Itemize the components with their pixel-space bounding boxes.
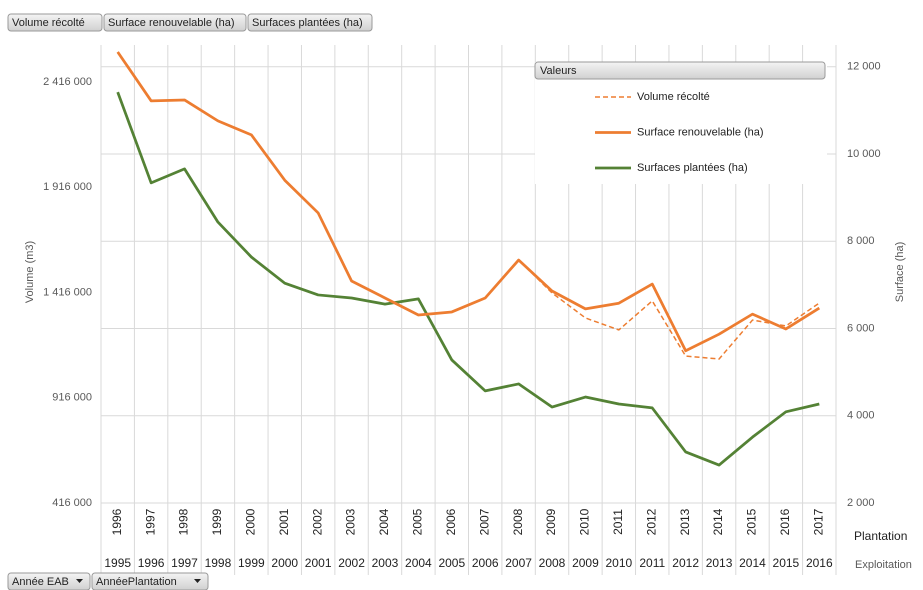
x2-tick-label: 1997 — [171, 556, 198, 570]
x2-tick-label: 2015 — [773, 556, 800, 570]
button-label: AnnéePlantation — [96, 576, 177, 588]
legend-header: Valeurs — [534, 61, 826, 80]
x-tick-label: 1998 — [177, 508, 191, 535]
x-tick-label: 2005 — [411, 508, 425, 535]
x2-tick-label: 1996 — [138, 556, 165, 570]
button-label: Année EAB — [12, 576, 69, 588]
button-bg — [103, 13, 247, 32]
button-bg — [7, 13, 103, 32]
x2-tick-label: 2002 — [338, 556, 365, 570]
x-tick-label: 2006 — [444, 508, 458, 535]
x2-tick-label: 2013 — [706, 556, 733, 570]
x-tick-label: 2013 — [678, 508, 692, 535]
x2-tick-label: 1999 — [238, 556, 265, 570]
legend-label: Surfaces plantées (ha) — [637, 162, 748, 174]
legend-label: Volume récolté — [637, 91, 710, 103]
x-tick-label: 2016 — [778, 508, 792, 535]
y-tick-label: 916 000 — [52, 392, 92, 404]
x-axis-title: Plantation — [854, 529, 907, 543]
y-tick-label: 1 916 000 — [43, 181, 92, 193]
y2-axis-title: Surface (ha) — [894, 242, 906, 303]
x-tick-label: 2015 — [745, 508, 759, 535]
button-bg — [247, 13, 373, 32]
x2-tick-label: 2007 — [505, 556, 532, 570]
x-tick-label: 2009 — [544, 508, 558, 535]
button-label: Surface renouvelable (ha) — [108, 17, 235, 29]
y-tick-label: 416 000 — [52, 497, 92, 509]
x-tick-label: 1999 — [210, 508, 224, 535]
x-tick-label: 2014 — [711, 508, 725, 535]
y2-tick-label: 4 000 — [847, 410, 875, 422]
x2-tick-label: 2001 — [305, 556, 332, 570]
y-tick-label: 1 416 000 — [43, 286, 92, 298]
field-button[interactable]: AnnéePlantation — [91, 572, 209, 590]
field-button[interactable]: Volume récolté — [7, 13, 103, 32]
legend-box — [535, 62, 827, 184]
x2-tick-label: 2006 — [472, 556, 499, 570]
x2-axis-title: Exploitation — [855, 559, 912, 571]
button-bg — [91, 572, 209, 590]
legend-header-bg — [534, 61, 826, 80]
x-tick-label: 2008 — [511, 508, 525, 535]
y2-tick-label: 8 000 — [847, 235, 875, 247]
x-tick-label: 2017 — [811, 508, 825, 535]
x-tick-label: 2001 — [277, 508, 291, 535]
field-button[interactable]: Surfaces plantées (ha) — [247, 13, 373, 32]
x2-tick-label: 2009 — [572, 556, 599, 570]
x-tick-label: 2003 — [344, 508, 358, 535]
button-label: Volume récolté — [12, 17, 85, 29]
x2-tick-label: 2004 — [405, 556, 432, 570]
x2-tick-label: 1995 — [104, 556, 131, 570]
x2-tick-label: 2012 — [672, 556, 699, 570]
x-tick-label: 2007 — [477, 508, 491, 535]
legend-title: Valeurs — [540, 65, 577, 77]
x2-tick-label: 2003 — [372, 556, 399, 570]
x-tick-label: 2011 — [611, 509, 625, 535]
button-bg — [7, 572, 91, 590]
button-label: Surfaces plantées (ha) — [252, 17, 363, 29]
x2-tick-label: 2000 — [271, 556, 298, 570]
x-tick-label: 2000 — [244, 508, 258, 535]
x-tick-label: 2012 — [644, 508, 658, 535]
x2-tick-label: 2016 — [806, 556, 833, 570]
series-line — [116, 91, 820, 467]
y-tick-label: 2 416 000 — [43, 76, 92, 88]
x-tick-label: 2010 — [578, 508, 592, 535]
x-tick-label: 1996 — [110, 508, 124, 535]
field-button[interactable]: Année EAB — [7, 572, 91, 590]
x2-tick-label: 2011 — [639, 556, 665, 570]
x2-tick-label: 1998 — [205, 556, 232, 570]
x2-tick-label: 2005 — [438, 556, 465, 570]
x-tick-label: 1997 — [143, 508, 157, 535]
dropdown-arrow — [194, 579, 201, 583]
y-axis-title: Volume (m3) — [24, 241, 36, 303]
y2-tick-label: 10 000 — [847, 148, 881, 160]
series-line — [117, 51, 820, 360]
x-tick-label: 2002 — [310, 508, 324, 535]
x2-tick-label: 2010 — [605, 556, 632, 570]
y2-tick-label: 6 000 — [847, 322, 875, 334]
x-tick-label: 2004 — [377, 508, 391, 535]
field-button[interactable]: Surface renouvelable (ha) — [103, 13, 247, 32]
legend-label: Surface renouvelable (ha) — [637, 126, 764, 138]
y2-tick-label: 12 000 — [847, 61, 881, 73]
dropdown-arrow — [76, 579, 83, 583]
x2-tick-label: 2014 — [739, 556, 766, 570]
y2-tick-label: 2 000 — [847, 497, 875, 509]
x2-tick-label: 2008 — [539, 556, 566, 570]
